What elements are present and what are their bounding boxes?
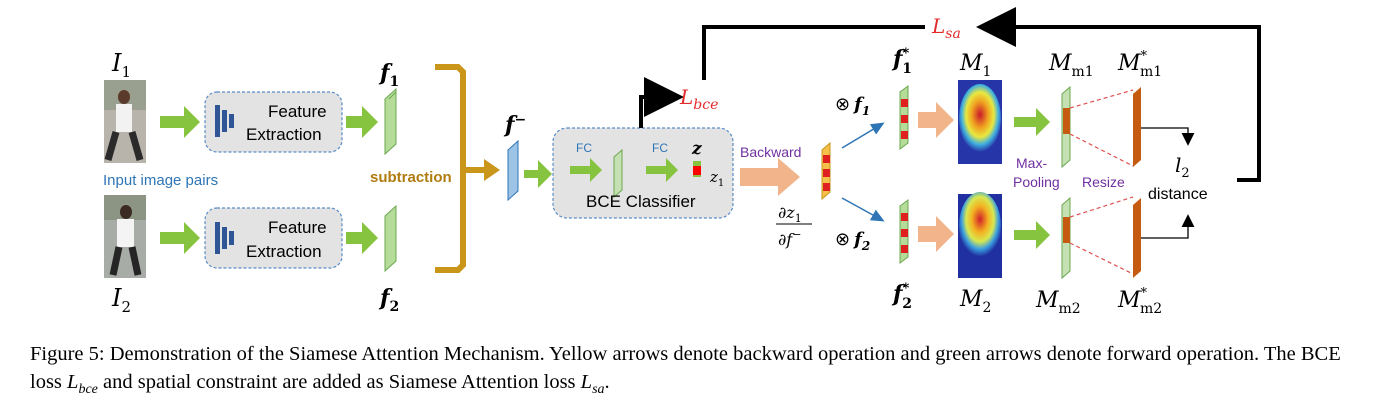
label-mm2: Mm2: [1035, 288, 1081, 317]
figure-caption: Figure 5: Demonstration of the Siamese A…: [30, 343, 1341, 398]
fc-vector: [613, 148, 623, 199]
label-z1: z1: [709, 168, 724, 189]
forward-arrow-2: [160, 222, 200, 254]
pooling-label: Pooling: [1013, 174, 1060, 190]
forward-arrow-1: [160, 106, 200, 138]
feature-vector-f2: [384, 204, 397, 273]
label-mm1-star: M* m1: [1117, 49, 1162, 80]
resized-map-mm2-star: [1133, 198, 1141, 278]
label-mm2-star: M* m2: [1117, 286, 1162, 317]
subtraction-bracket: [435, 64, 500, 273]
otimes-f1: ⊗ f1: [835, 94, 870, 118]
split-arrow-bottom: [841, 197, 885, 222]
l-sa-line: [702, 25, 925, 80]
distance-connector-top: [1141, 127, 1195, 146]
resize-lines-top: [1069, 89, 1134, 167]
label-f1-star: f* 1: [891, 46, 912, 77]
feature-extraction-box-2: Feature Extraction: [204, 207, 343, 269]
bce-classifier-label: BCE Classifier: [586, 192, 696, 211]
svg-text:Feature: Feature: [268, 218, 327, 237]
label-f2: f2: [378, 285, 399, 315]
label-l-bce: Lbce: [679, 85, 718, 113]
svg-text:Extraction: Extraction: [246, 125, 322, 144]
otimes-f2: ⊗ f2: [835, 229, 870, 253]
label-f2-star: f* 2: [891, 281, 912, 312]
siamese-attention-diagram: I1 Input image pairs I2 Feature Extracti…: [103, 7, 1261, 317]
l-bce-arrow: [639, 77, 684, 128]
forward-arrow-5: [524, 160, 552, 188]
fc-label-1: FC: [576, 141, 592, 155]
feature-extraction-box-1: Feature Extraction: [204, 91, 343, 153]
label-m2: M2: [959, 287, 991, 316]
l-sa-feedback-loop: [976, 7, 1261, 182]
distance-connector-bottom: [1141, 214, 1195, 239]
label-l2: l2: [1175, 153, 1190, 181]
input-pairs-label: Input image pairs: [103, 172, 218, 189]
attention-map-m1: [958, 80, 1002, 164]
gradient-denominator: ∂f−: [778, 228, 801, 249]
pooled-map-mm2: [1061, 196, 1071, 280]
svg-text:Extraction: Extraction: [246, 242, 322, 261]
forward-arrow-fc-2: [646, 158, 678, 182]
input-image-1: [104, 80, 146, 163]
forward-arrow-fc-1: [570, 158, 602, 182]
resized-map-mm1-star: [1133, 87, 1141, 167]
gradient-numerator: ∂z1: [778, 203, 802, 225]
svg-text:Feature: Feature: [268, 102, 327, 121]
label-mm1: Mm1: [1048, 51, 1094, 80]
attention-map-m2: [958, 192, 1002, 278]
input-image-2: [104, 195, 146, 278]
distance-label: distance: [1148, 186, 1208, 203]
backward-label: Backward: [740, 144, 801, 160]
label-i2: I2: [111, 284, 131, 316]
label-m1: M1: [959, 51, 991, 80]
backward-arrow: [740, 158, 800, 196]
label-f1: f1: [378, 60, 399, 90]
pooled-map-mm1: [1061, 85, 1071, 169]
label-l-sa: Lsa: [931, 14, 961, 42]
resize-lines-bottom: [1069, 196, 1134, 275]
feature-vector-f-minus: [507, 139, 519, 202]
backward-arrow-bottom: [918, 216, 954, 252]
weighted-vector-f1-star: [899, 85, 909, 150]
z-vector: [693, 161, 701, 177]
label-f-minus: f−: [503, 112, 526, 138]
subtraction-label: subtraction: [370, 169, 452, 186]
split-arrow-top: [841, 122, 885, 149]
forward-arrow-3: [346, 106, 378, 138]
resize-label: Resize: [1082, 174, 1125, 190]
feature-vector-f1: [384, 87, 397, 156]
fc-label-2: FC: [652, 141, 668, 155]
label-i1: I1: [111, 49, 131, 81]
gradient-vector: [821, 141, 831, 201]
forward-arrow-pool-1: [1014, 108, 1050, 136]
forward-arrow-4: [346, 222, 378, 254]
backward-arrow-top: [918, 102, 954, 138]
max-label: Max-: [1016, 155, 1047, 171]
forward-arrow-pool-2: [1014, 221, 1050, 249]
weighted-vector-f2-star: [899, 199, 909, 264]
label-z: z: [691, 139, 702, 159]
